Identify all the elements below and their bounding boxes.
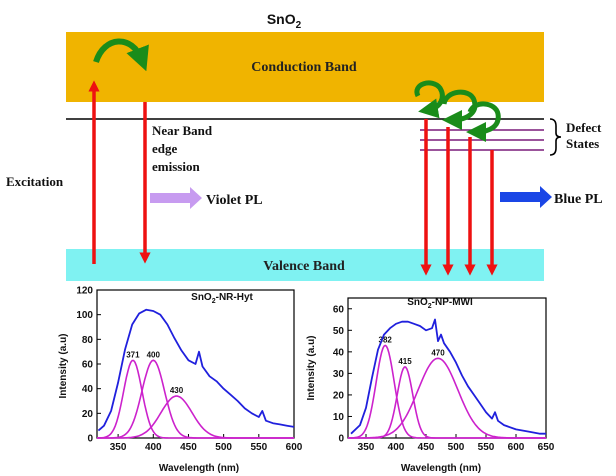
defect-trapping-arrows xyxy=(414,80,501,142)
x-tick-label: 350 xyxy=(358,442,375,453)
fit-peak-curve xyxy=(348,344,546,439)
x-tick-label: 550 xyxy=(478,442,495,453)
defect-bracket xyxy=(549,118,562,156)
valence-band-label: Valence Band xyxy=(263,259,345,274)
chart-title: SnO2-NR-Hyt xyxy=(191,292,253,305)
x-tick-label: 500 xyxy=(448,442,465,453)
y-tick-label: 60 xyxy=(82,360,94,371)
trap-curved-arrow-1 xyxy=(414,80,445,119)
y-axis-label: Intensity (a.u) xyxy=(58,333,69,398)
fit-peak-curve xyxy=(97,395,294,439)
y-tick-label: 100 xyxy=(76,310,93,321)
y-tick-label: 0 xyxy=(87,434,93,445)
y-tick-label: 10 xyxy=(333,412,345,423)
x-tick-label: 400 xyxy=(145,442,162,453)
y-tick-label: 40 xyxy=(333,347,345,358)
violet-pl-arrow xyxy=(150,187,202,209)
x-tick-label: 500 xyxy=(215,442,232,453)
peak-label: 371 xyxy=(126,350,140,359)
peak-label: 382 xyxy=(379,335,393,344)
y-tick-label: 40 xyxy=(82,384,94,395)
y-tick-label: 120 xyxy=(76,286,93,297)
x-axis-label: Wavelength (nm) xyxy=(159,463,239,474)
y-tick-label: 80 xyxy=(82,335,94,346)
chart-title: SnO2-NP-MWI xyxy=(407,297,473,310)
peak-label: 430 xyxy=(170,386,184,395)
y-tick-label: 20 xyxy=(333,390,345,401)
blue-pl-arrow xyxy=(500,186,552,208)
diagram-title: SnO2 xyxy=(267,11,302,31)
conduction-band-label: Conduction Band xyxy=(251,60,357,75)
excitation-label: Excitation xyxy=(6,174,64,189)
total-spectrum-line xyxy=(97,308,295,432)
near-band-label-line2: edge xyxy=(152,141,178,156)
y-tick-label: 30 xyxy=(333,369,345,380)
y-tick-label: 50 xyxy=(333,326,345,337)
peak-label: 415 xyxy=(398,357,412,366)
blue-pl-label: Blue PL xyxy=(554,192,603,207)
near-band-label-line3: emission xyxy=(152,159,200,174)
fit-peak-curve xyxy=(348,366,546,439)
violet-pl-label: Violet PL xyxy=(206,193,263,208)
x-tick-label: 650 xyxy=(538,442,555,453)
peak-label: 400 xyxy=(147,350,161,359)
relaxation-curved-arrow xyxy=(93,38,149,72)
defect-label-line1: Defect xyxy=(566,120,602,135)
x-tick-label: 600 xyxy=(508,442,525,453)
x-tick-label: 550 xyxy=(250,442,267,453)
peak-label: 470 xyxy=(431,348,445,357)
fit-peak-curve xyxy=(97,359,294,439)
fit-peak-curve xyxy=(96,359,294,439)
fit-peak-curve xyxy=(348,357,546,439)
x-tick-label: 350 xyxy=(110,442,127,453)
x-tick-label: 450 xyxy=(180,442,197,453)
trap-curved-arrow-2 xyxy=(441,89,478,130)
total-spectrum-line xyxy=(350,318,546,435)
y-tick-label: 60 xyxy=(333,304,345,315)
trap-curved-arrow-3 xyxy=(466,101,501,142)
defect-emission-arrows xyxy=(420,119,498,276)
x-tick-label: 600 xyxy=(286,442,303,453)
spectrum-chart-np-mwi: SnO2-NP-MWI Intensity (a.u) Wavelength (… xyxy=(306,297,555,474)
defect-label-line2: States xyxy=(566,136,599,151)
x-tick-label: 450 xyxy=(418,442,435,453)
near-band-label-line1: Near Band xyxy=(152,123,213,138)
y-tick-label: 0 xyxy=(338,434,344,445)
y-axis-label: Intensity (a.u) xyxy=(306,335,317,400)
spectrum-chart-nr-hyt: SnO2-NR-Hyt Intensity (a.u) Wavelength (… xyxy=(58,286,303,475)
y-tick-label: 20 xyxy=(82,409,94,420)
x-tick-label: 400 xyxy=(388,442,405,453)
x-axis-label: Wavelength (nm) xyxy=(401,463,481,474)
